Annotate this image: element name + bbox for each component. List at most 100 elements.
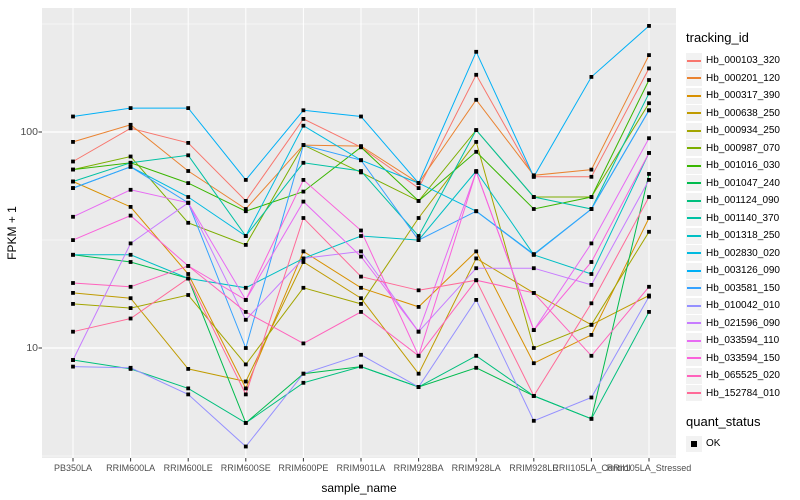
data-point (359, 310, 363, 314)
legend-key-line-icon (686, 140, 702, 157)
data-point (416, 186, 421, 190)
data-point (589, 75, 594, 79)
legend-label: Hb_001047_240 (706, 177, 780, 189)
data-point (186, 367, 191, 371)
data-point (589, 272, 594, 276)
legend-item: Hb_001140_370 (686, 210, 798, 228)
data-point (589, 174, 594, 179)
y-axis-title: FPKM + 1 (5, 206, 19, 260)
data-point (647, 136, 651, 141)
data-point (71, 179, 75, 184)
legend-key-line-icon (686, 105, 702, 122)
data-point (359, 145, 363, 150)
data-point (531, 291, 536, 295)
data-point (589, 416, 594, 421)
data-point (128, 160, 133, 165)
plot-panel (38, 8, 676, 462)
data-point (647, 310, 651, 314)
legend-item: Hb_152784_010 (686, 385, 798, 403)
data-point (416, 199, 421, 203)
x-axis-title: sample_name (321, 481, 397, 495)
data-point (301, 108, 306, 113)
data-point (71, 364, 75, 369)
legend-item: Hb_001047_240 (686, 175, 798, 193)
data-point (71, 114, 75, 119)
data-point (531, 328, 536, 332)
data-point (71, 238, 75, 242)
data-point (243, 310, 248, 314)
data-point (531, 346, 536, 350)
legend-key-line-icon (686, 70, 702, 87)
data-point (186, 195, 191, 199)
data-point (301, 249, 306, 254)
data-point (531, 418, 536, 423)
data-point (474, 278, 479, 283)
data-point (301, 341, 306, 346)
legend-key-line-icon (686, 385, 702, 402)
legend-label: Hb_065525_020 (706, 370, 780, 382)
data-point (243, 207, 248, 211)
legend-item: Hb_000201_120 (686, 70, 798, 88)
data-point (416, 181, 421, 185)
data-point (186, 220, 191, 225)
data-point (71, 167, 75, 172)
data-point (474, 209, 479, 214)
data-point (589, 322, 594, 327)
x-tick-label: RRIM928LE (509, 463, 559, 473)
legend-key-line-icon (686, 280, 702, 297)
data-point (647, 78, 651, 82)
data-point (128, 106, 133, 110)
legend-label: Hb_001016_030 (706, 160, 780, 172)
data-point (647, 172, 651, 176)
data-point (474, 365, 479, 370)
data-point (128, 252, 133, 257)
data-point (128, 260, 133, 264)
legend-label: Hb_000201_120 (706, 72, 780, 84)
data-point (243, 421, 248, 425)
data-point (589, 283, 594, 287)
data-point (531, 266, 536, 271)
data-point (359, 234, 363, 238)
legend-items: Hb_000103_320 Hb_000201_120 Hb_000317_390 H… (686, 52, 798, 402)
data-point (301, 178, 306, 182)
data-point (128, 164, 133, 169)
data-point (186, 181, 191, 185)
x-tick-label: RRIM600LA (106, 463, 156, 473)
x-tick-label: RRIM600PE (278, 463, 329, 473)
data-point (186, 293, 191, 297)
data-point (359, 114, 363, 119)
data-point (128, 316, 133, 321)
data-point (186, 386, 191, 391)
data-point (243, 234, 248, 238)
data-point (71, 302, 75, 306)
data-point (647, 101, 651, 106)
legend-key-line-icon (686, 210, 702, 227)
data-point (474, 256, 479, 261)
legend-item: Hb_065525_020 (686, 367, 798, 385)
data-point (359, 285, 363, 290)
data-point (301, 143, 306, 147)
legend-item: Hb_000934_250 (686, 122, 798, 140)
legend-item: Hb_000103_320 (686, 52, 798, 70)
data-point (589, 353, 594, 358)
legend-label: OK (706, 438, 721, 450)
data-point (474, 249, 479, 254)
data-point (416, 288, 421, 293)
data-point (186, 264, 191, 268)
data-point (531, 361, 536, 366)
data-point (186, 392, 191, 397)
data-point (474, 353, 479, 358)
data-point (474, 128, 479, 132)
data-point (589, 207, 594, 211)
legend-item: Hb_021596_090 (686, 315, 798, 333)
data-point (71, 140, 75, 144)
data-point (71, 214, 75, 219)
data-point (359, 302, 363, 306)
x-tick-label: RRIM600LE (163, 463, 213, 473)
data-point (128, 284, 133, 289)
legend-label: Hb_000103_320 (706, 55, 780, 67)
data-point (243, 379, 248, 384)
data-point (589, 241, 594, 246)
data-point (71, 291, 75, 295)
legend-key-line-icon (686, 87, 702, 104)
